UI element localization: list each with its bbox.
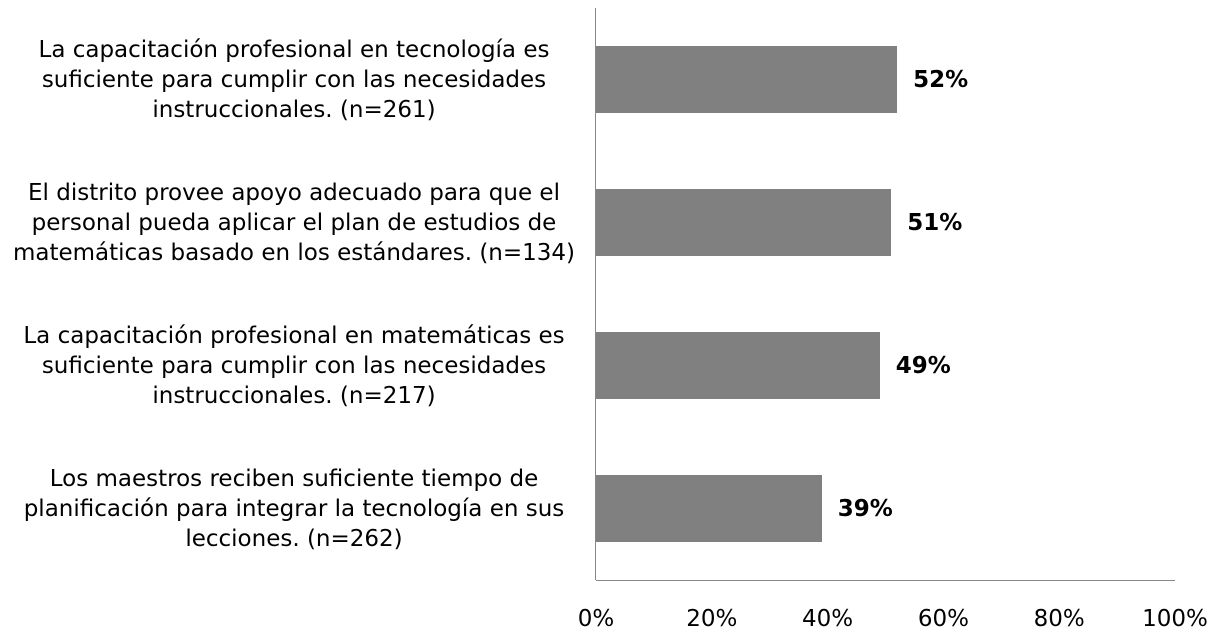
bar [596, 474, 822, 543]
category-label: La capacitación profesional en tecnologí… [38, 36, 550, 123]
value-label: 51% [907, 209, 963, 236]
bar [596, 188, 892, 257]
value-label: 52% [913, 66, 969, 93]
x-tick-label: 100% [1142, 606, 1208, 632]
x-tick-label: 80% [1033, 606, 1085, 632]
value-label: 49% [895, 352, 951, 379]
category-label: El distrito provee apoyo adecuado para q… [12, 179, 576, 266]
x-tick-label: 60% [917, 606, 969, 632]
bar [596, 45, 898, 114]
x-tick-label: 0% [577, 606, 615, 632]
y-axis [595, 8, 596, 580]
x-tick-label: 40% [802, 606, 854, 632]
bar [596, 331, 880, 400]
category-label: La capacitación profesional en matemátic… [23, 322, 565, 409]
x-axis [596, 580, 1175, 581]
category-label: Los maestros reciben suficiente tiempo d… [23, 465, 565, 552]
value-label: 39% [837, 495, 893, 522]
x-tick-label: 20% [686, 606, 738, 632]
